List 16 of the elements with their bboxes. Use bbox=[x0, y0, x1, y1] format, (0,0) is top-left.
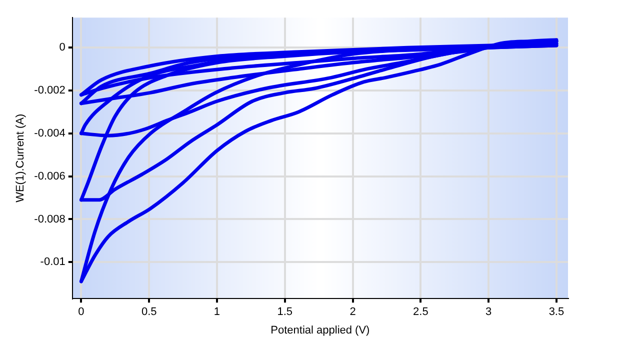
y-tick-label: -0.004 bbox=[34, 127, 66, 140]
y-tick-label: 0 bbox=[59, 42, 66, 54]
x-tick-label: 2 bbox=[350, 306, 356, 318]
y-axis-title: WE(1).Current (A) bbox=[14, 114, 27, 202]
x-tick-label: 3.5 bbox=[548, 306, 564, 318]
y-tick-label: -0.01 bbox=[40, 256, 66, 268]
x-tick-label: 0.5 bbox=[141, 306, 157, 318]
x-tick-label: 0 bbox=[78, 306, 84, 318]
x-tick-label: 1 bbox=[214, 306, 220, 318]
y-tick-label: -0.006 bbox=[34, 170, 66, 182]
x-tick-label: 2.5 bbox=[413, 306, 428, 318]
y-tick-label: -0.008 bbox=[34, 213, 66, 226]
y-tick-label: -0.002 bbox=[34, 84, 66, 97]
x-tick-label: 1.5 bbox=[277, 306, 293, 318]
x-tick-label: 3 bbox=[486, 306, 492, 318]
x-axis-title: Potential applied (V) bbox=[270, 324, 370, 336]
